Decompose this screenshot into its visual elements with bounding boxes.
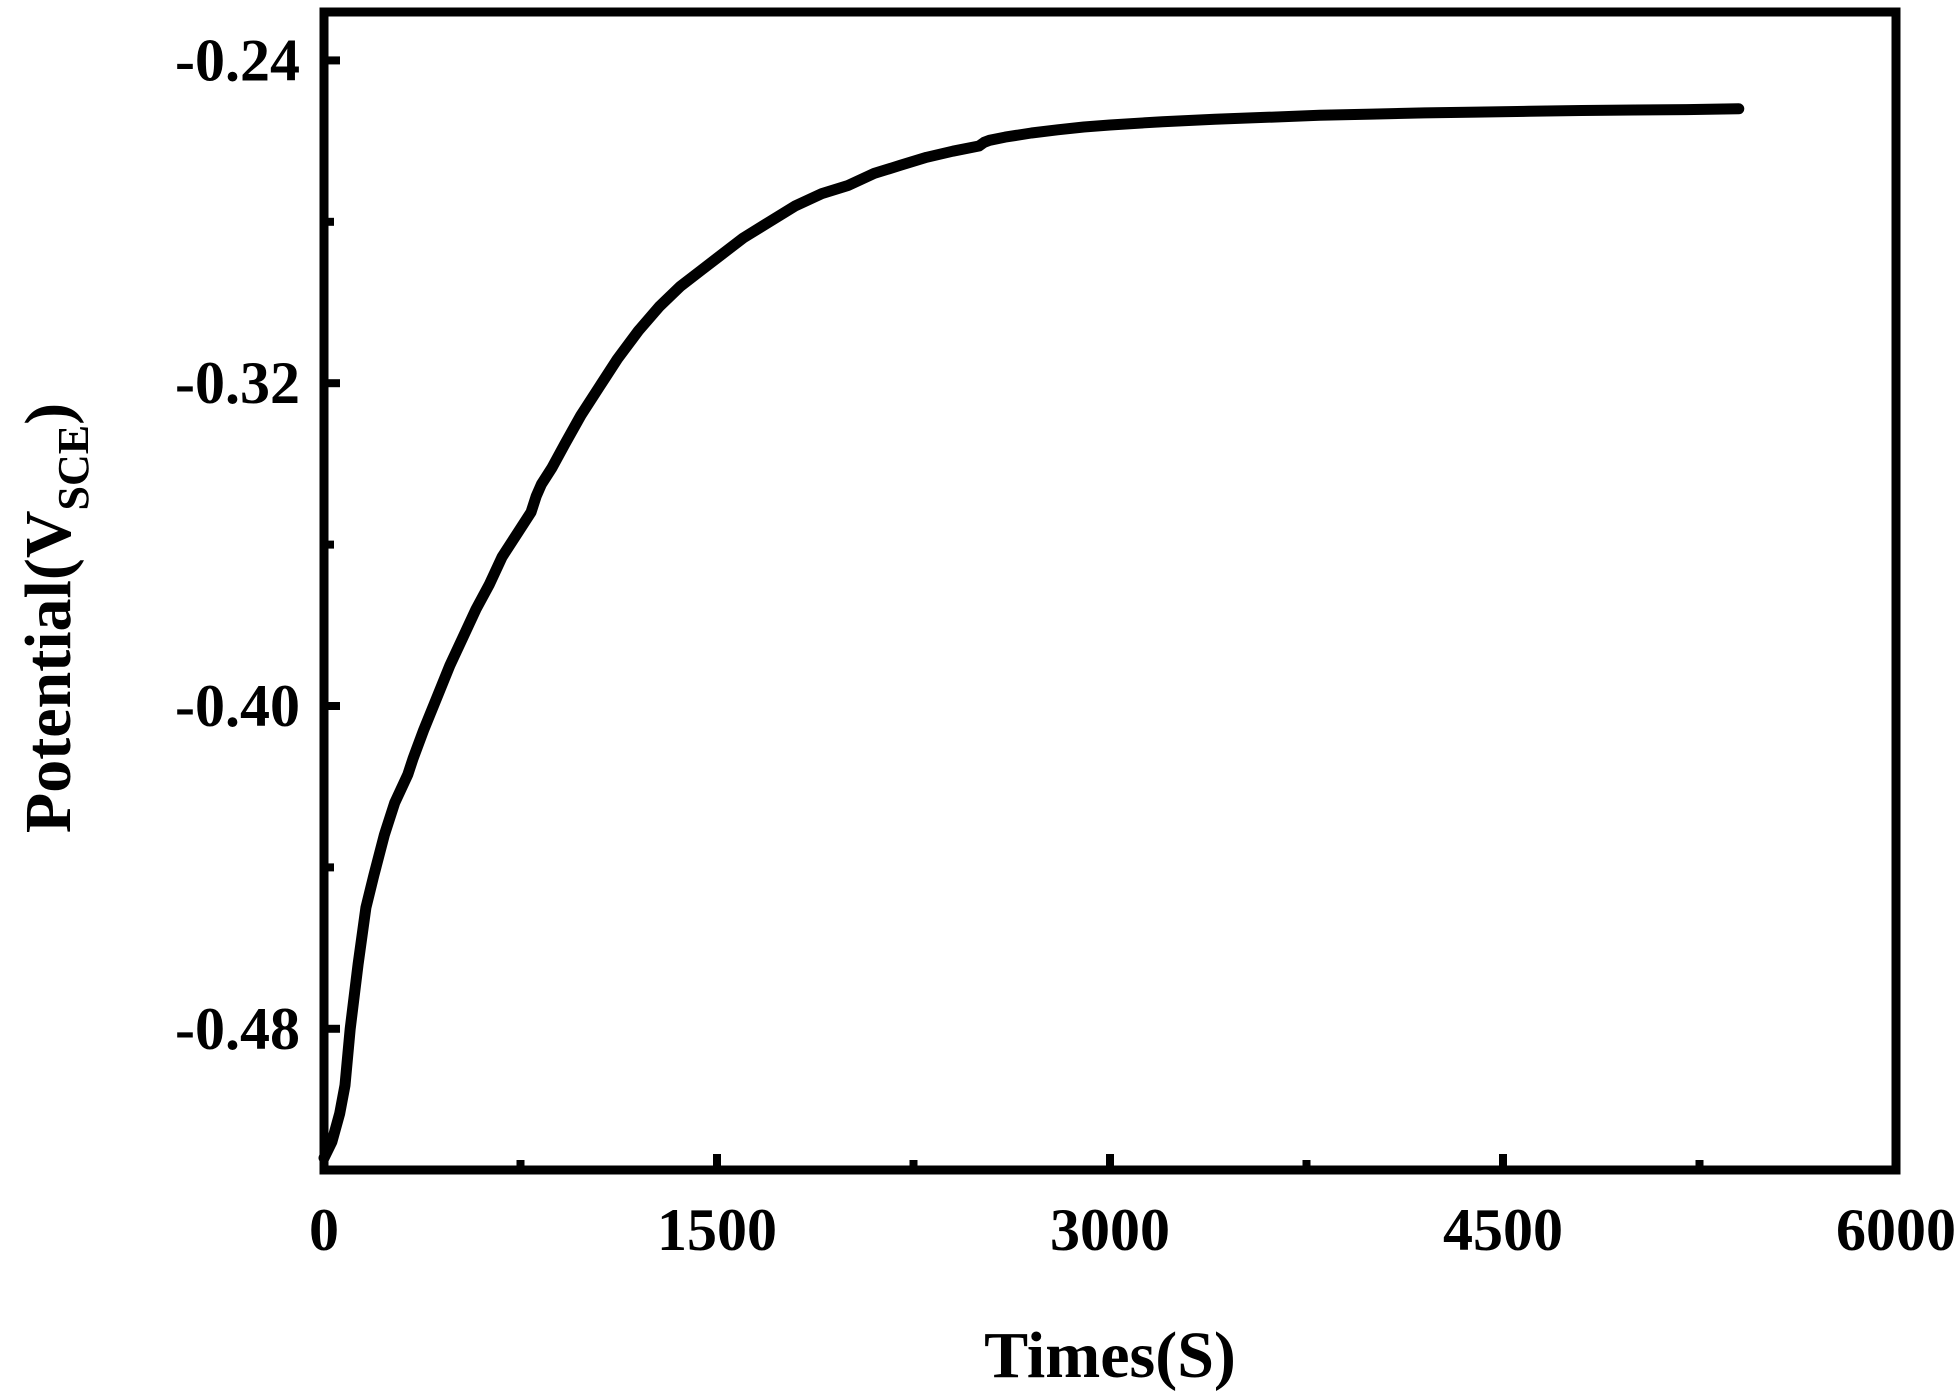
y-tick-label: -0.48 bbox=[175, 996, 300, 1062]
y-axis-label-close: ) bbox=[12, 403, 85, 425]
y-tick-label: -0.32 bbox=[175, 350, 300, 416]
y-tick-label: -0.24 bbox=[175, 27, 300, 93]
y-tick-label: -0.40 bbox=[175, 673, 300, 739]
tick-labels: 0 1500 3000 4500 6000 -0.24 -0.32 -0.40 -0.48 bbox=[175, 27, 1956, 1263]
x-tick-label: 3000 bbox=[1050, 1197, 1170, 1263]
axis-ticks bbox=[320, 56, 1900, 1170]
y-axis-label-main: Potential(V bbox=[12, 510, 85, 833]
series-line-0 bbox=[318, 103, 1745, 1164]
x-tick-label: 1500 bbox=[657, 1197, 777, 1263]
x-axis-label: Times(S) bbox=[984, 1319, 1236, 1392]
y-axis-label: Potential(VSCE) bbox=[12, 403, 98, 833]
x-tick-label: 0 bbox=[309, 1197, 339, 1263]
y-axis-label-sub: SCE bbox=[49, 425, 98, 511]
x-tick-label: 4500 bbox=[1443, 1197, 1563, 1263]
plot-frame bbox=[319, 7, 1901, 1175]
x-tick-label: 6000 bbox=[1836, 1197, 1956, 1263]
plot-area bbox=[318, 7, 1901, 1175]
